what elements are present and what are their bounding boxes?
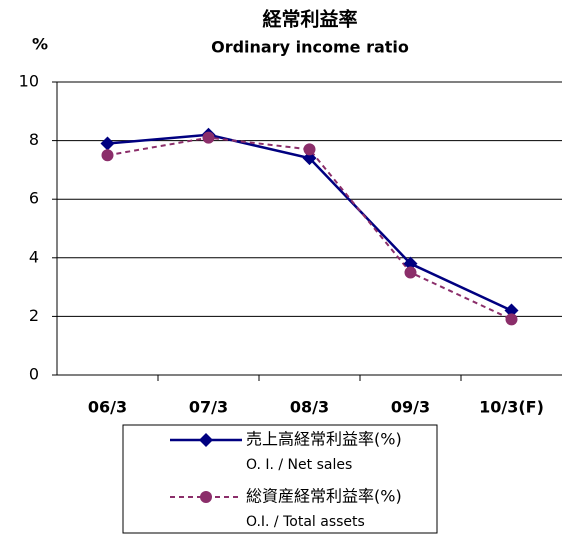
series-marker (504, 303, 519, 318)
legend-marker (200, 491, 212, 503)
y-tick-label: 8 (29, 130, 39, 149)
legend-label: 総資産経常利益率(%) (246, 487, 402, 506)
y-tick-label: 2 (29, 306, 39, 325)
series-marker (302, 151, 317, 166)
legend-box (122, 424, 438, 534)
series-line (107, 136, 512, 321)
series-marker (403, 256, 418, 271)
legend-marker (199, 433, 213, 447)
x-tick-label: 09/3 (391, 398, 430, 417)
legend-label-en: O.I. / Total assets (246, 514, 365, 530)
y-tick-label: 0 (29, 365, 39, 384)
legend-label-en: O. I. / Net sales (246, 457, 352, 473)
y-tick-label: 6 (29, 189, 39, 208)
y-tick-label: 4 (29, 247, 39, 266)
series-marker (101, 149, 114, 162)
x-tick-label: 10/3(F) (479, 398, 544, 417)
x-tick-label: 06/3 (88, 398, 127, 417)
series-marker (202, 131, 215, 144)
series-marker (404, 266, 417, 279)
x-tick-label: 08/3 (290, 398, 329, 417)
chart-title: 経常利益率 (262, 8, 357, 31)
chart-subtitle: Ordinary income ratio (211, 38, 409, 57)
y-unit: % (32, 35, 48, 54)
x-tick-label: 07/3 (189, 398, 228, 417)
series-marker (100, 136, 115, 151)
series-marker (303, 143, 316, 156)
legend-label: 売上高経常利益率(%) (246, 430, 402, 449)
y-tick-label: 10 (19, 72, 39, 91)
series-marker (505, 313, 518, 326)
